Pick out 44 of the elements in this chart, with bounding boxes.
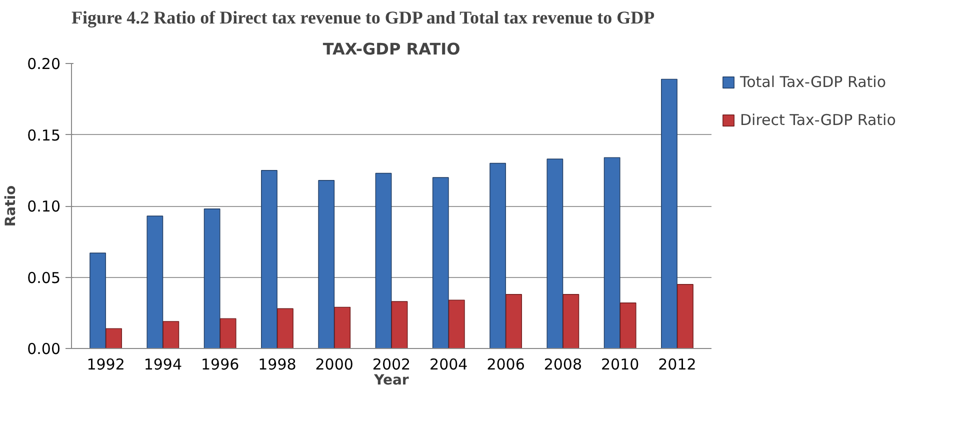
y-tick-label: 0.05 <box>27 268 61 287</box>
x-tick-label: 1994 <box>144 356 182 374</box>
y-tick-label: 0.20 <box>27 55 61 73</box>
bar <box>334 306 351 348</box>
bar <box>375 172 392 348</box>
bar <box>677 284 694 348</box>
y-tick-label: 0.15 <box>27 126 61 144</box>
x-tick-label: 2002 <box>372 356 411 374</box>
bar <box>277 308 294 348</box>
x-tick-label: 2008 <box>544 356 582 374</box>
bar <box>448 300 465 348</box>
caption: Figure 4.2 Ratio of Direct tax revenue to GDP and Total tax revenue to GDP <box>72 8 655 28</box>
bar <box>90 252 106 348</box>
x-tick-label: 2012 <box>658 356 696 374</box>
bar <box>162 321 180 348</box>
x-tick-label: 1992 <box>86 356 125 374</box>
bar <box>432 177 449 348</box>
y-tick-label: 0.00 <box>27 340 61 358</box>
bar <box>604 157 620 348</box>
y-axis-title: Ratio <box>3 184 20 227</box>
y-tick-label: 0.10 <box>27 198 61 216</box>
bar <box>220 318 236 348</box>
x-tick-label: 2010 <box>600 356 640 374</box>
bar <box>661 78 678 348</box>
bar <box>620 302 636 348</box>
legend-label: Total Tax-GDP Ratio <box>740 73 886 91</box>
x-tick-label: 2004 <box>430 356 468 374</box>
bar <box>318 180 335 348</box>
bar <box>261 170 278 348</box>
x-tick-label: 1996 <box>200 356 240 374</box>
bar <box>204 208 220 348</box>
bar <box>490 162 506 348</box>
bar <box>391 301 408 348</box>
bar <box>562 294 580 348</box>
bar <box>106 328 122 348</box>
bar <box>506 294 522 348</box>
x-axis-title: Year <box>373 372 409 388</box>
chart-title: TAX-GDP RATIO <box>322 40 460 58</box>
x-tick-label: 2006 <box>486 356 525 374</box>
legend-label: Direct Tax-GDP Ratio <box>740 111 896 129</box>
bar <box>546 158 564 348</box>
x-tick-label: 2000 <box>315 356 354 374</box>
x-tick-label: 1998 <box>258 356 296 374</box>
bar <box>146 216 164 348</box>
